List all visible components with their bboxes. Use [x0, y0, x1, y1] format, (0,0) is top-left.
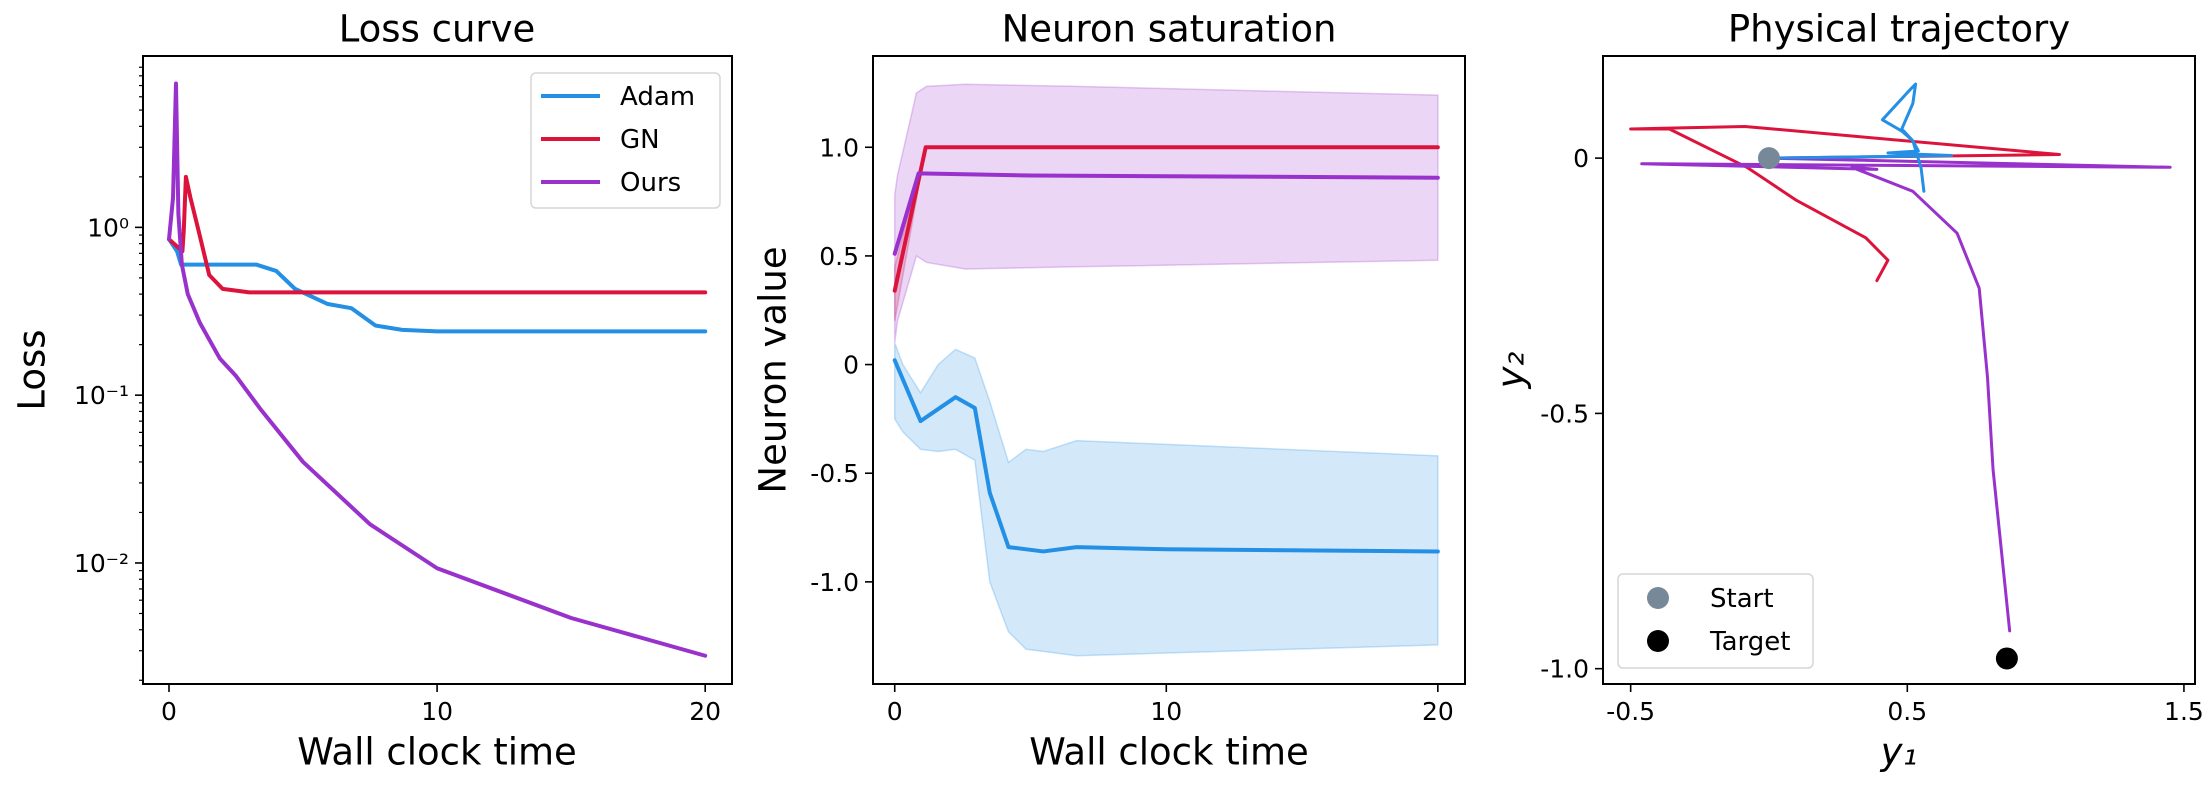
neuron-saturation-title: Neuron saturation [1001, 7, 1337, 51]
legend-label-ours: Ours [620, 168, 681, 198]
legend-label-start: Start [1710, 584, 1774, 614]
trajectory-x-axis-label: y₁ [1880, 730, 1918, 774]
neuron-panel: 0 10 20 1.0 0.5 0 -0.5 -1.0 [810, 55, 1466, 726]
trajectory-x-tick-label: 1.5 [2164, 697, 2204, 726]
neuron-x-axis-label: Wall clock time [1029, 730, 1309, 774]
loss-y-axis-label: Loss [10, 329, 54, 411]
neuron-axes-frame [872, 55, 1466, 685]
trajectory-x-tick-label: 0.5 [1887, 697, 1927, 726]
trajectory-legend: Start Target [1617, 573, 1814, 669]
legend-label-adam: Adam [620, 82, 695, 112]
loss-y-tick-label: 10⁻² [74, 549, 129, 578]
neuron-x-tick-label: 10 [1150, 697, 1182, 726]
neuron-y-tick-label: 1.0 [819, 133, 859, 162]
loss-plot-area [167, 81, 708, 658]
trajectory-marker-start [1757, 147, 1780, 170]
neuron-line-gn [892, 145, 1440, 293]
trajectory-line-ours [1640, 156, 2172, 633]
trajectory-y-tick-label: 0 [1573, 144, 1589, 173]
trajectory-panel: -0.5 0.5 1.5 0 -0.5 -1.0 Start Target [1540, 55, 2204, 726]
physical-trajectory-title: Physical trajectory [1727, 7, 2071, 51]
loss-line-gn [167, 174, 708, 295]
loss-y-tick-label: 10⁰ [87, 213, 129, 242]
trajectory-line-adam [1767, 82, 1954, 193]
neuron-plot-area [892, 83, 1440, 657]
trajectory-y-axis-label: y₂ [1489, 351, 1533, 389]
trajectory-y-tick-label: -1.0 [1540, 655, 1589, 684]
loss-line-ours [167, 81, 708, 658]
legend-label-target: Target [1709, 627, 1790, 657]
loss-y-tick-label: 10⁻¹ [74, 381, 129, 410]
legend-box [530, 72, 721, 209]
legend-marker-target [1647, 630, 1669, 652]
loss-x-axis-label: Wall clock time [297, 730, 577, 774]
trajectory-marker-target [1995, 647, 2018, 670]
neuron-x-tick-label: 20 [1422, 697, 1454, 726]
loss-panel: 0 10 20 10⁰ 10⁻¹ 10⁻² Adam GN Ours [74, 55, 733, 726]
trajectory-plot-area [1629, 82, 2172, 670]
loss-x-tick-label: 0 [161, 697, 177, 726]
trajectory-y-tick-label: -0.5 [1540, 399, 1589, 428]
neuron-band-adam [893, 342, 1439, 657]
legend-label-gn: GN [620, 125, 660, 155]
trajectory-line-gn [1629, 124, 2061, 283]
legend-marker-start [1647, 587, 1669, 609]
neuron-y-tick-label: -1.0 [810, 568, 859, 597]
loss-line-adam [167, 237, 708, 334]
trajectory-axes-frame [1602, 55, 2196, 685]
loss-x-tick-label: 10 [421, 697, 453, 726]
neuron-y-tick-label: 0 [843, 351, 859, 380]
neuron-y-tick-label: -0.5 [810, 459, 859, 488]
neuron-line-ours [892, 171, 1440, 256]
loss-x-tick-label: 20 [689, 697, 721, 726]
neuron-y-axis-label: Neuron value [751, 246, 795, 494]
loss-curve-title: Loss curve [338, 7, 536, 51]
neuron-line-adam [892, 358, 1440, 554]
neuron-x-tick-label: 0 [887, 697, 903, 726]
neuron-band-ours [893, 83, 1439, 343]
trajectory-x-tick-label: -0.5 [1606, 697, 1655, 726]
neuron-y-tick-label: 0.5 [819, 242, 859, 271]
loss-legend: Adam GN Ours [530, 72, 721, 209]
